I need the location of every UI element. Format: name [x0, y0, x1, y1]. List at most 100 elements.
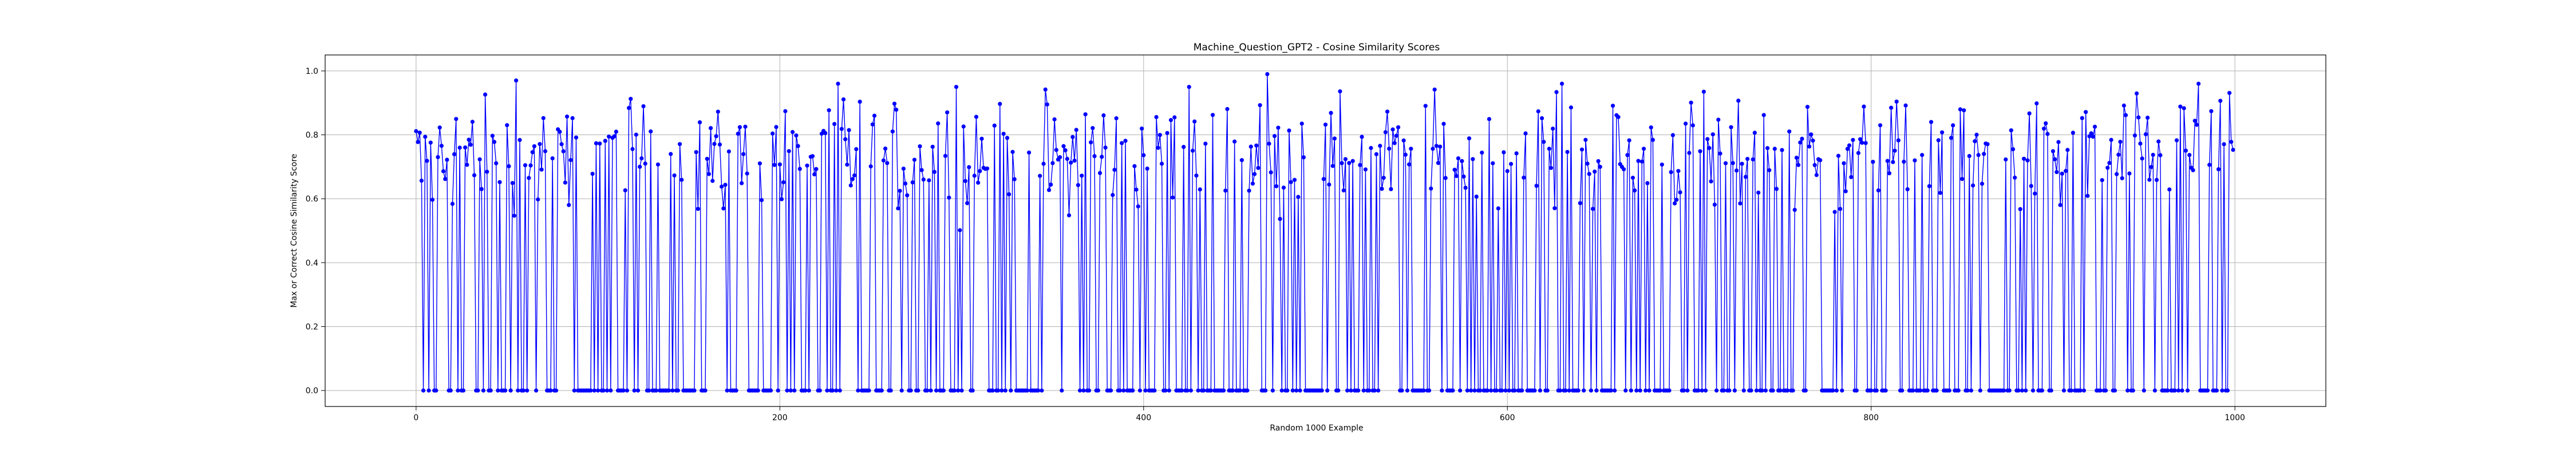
data-point: [783, 109, 788, 113]
data-point: [1323, 123, 1328, 127]
data-point: [1700, 388, 1704, 393]
data-point: [2180, 388, 2184, 393]
data-point: [1502, 150, 1506, 155]
data-point: [2010, 147, 2016, 152]
data-point: [1507, 388, 1511, 393]
data-point: [1703, 388, 1708, 393]
data-point: [1096, 388, 1100, 393]
data-point: [1496, 206, 1500, 211]
data-point: [2142, 388, 2146, 393]
data-point: [970, 388, 975, 393]
data-point: [2136, 115, 2141, 120]
data-point: [505, 123, 509, 128]
data-point: [1167, 388, 1171, 393]
data-point: [934, 388, 939, 393]
data-point: [548, 388, 553, 393]
data-point: [2016, 388, 2021, 393]
data-point: [1111, 193, 1115, 198]
data-point: [1003, 388, 1008, 393]
data-point: [774, 125, 779, 129]
data-point: [1579, 147, 1585, 152]
data-point: [2165, 388, 2170, 393]
data-point: [1647, 388, 1652, 393]
data-point: [1643, 388, 1648, 393]
data-point: [1940, 130, 1945, 135]
data-point: [1583, 137, 1588, 142]
data-point: [1249, 144, 1253, 149]
data-point: [870, 122, 875, 127]
data-point: [771, 131, 775, 136]
data-point: [632, 388, 637, 393]
data-point: [1225, 106, 1230, 112]
data-point: [1407, 162, 1412, 167]
data-point: [1385, 109, 1390, 114]
data-point: [1182, 145, 1186, 149]
data-point: [1198, 187, 1202, 192]
data-point: [1814, 173, 1819, 177]
data-point: [1913, 158, 1917, 163]
data-point: [1378, 144, 1382, 148]
data-point: [1132, 164, 1137, 168]
data-point: [1760, 388, 1764, 393]
data-point: [1301, 155, 1306, 160]
data-point: [2098, 388, 2103, 393]
data-point: [1927, 184, 1931, 188]
data-point: [740, 181, 744, 185]
data-point: [649, 129, 653, 134]
data-point: [2050, 149, 2056, 153]
data-point: [1390, 127, 1395, 132]
data-point: [2207, 163, 2212, 167]
data-point: [959, 388, 964, 393]
data-point: [899, 388, 904, 393]
data-point: [1794, 155, 1799, 160]
data-point: [757, 161, 762, 166]
data-point: [1121, 388, 1126, 393]
data-point: [1947, 388, 1951, 393]
data-point: [1743, 175, 1748, 179]
data-point: [638, 164, 642, 169]
data-point: [2151, 152, 2155, 157]
data-point: [1534, 183, 1539, 188]
data-point: [867, 388, 871, 393]
data-point: [1727, 388, 1732, 393]
data-point: [2069, 388, 2073, 393]
data-point: [1296, 195, 1301, 199]
data-point: [952, 388, 957, 393]
data-point: [1723, 161, 1728, 165]
data-point: [2131, 388, 2135, 393]
data-point: [2078, 388, 2083, 393]
data-point: [1610, 104, 1615, 108]
data-point: [523, 163, 528, 168]
x-tick-label: 400: [1136, 413, 1151, 423]
data-point: [437, 125, 442, 130]
data-point: [1383, 130, 1388, 135]
data-point: [1710, 132, 1715, 137]
data-point: [794, 133, 799, 138]
data-point: [635, 388, 641, 393]
data-point: [421, 388, 426, 393]
data-point: [627, 105, 631, 110]
data-point: [2045, 132, 2050, 136]
data-point: [941, 388, 946, 393]
data-point: [1494, 388, 1499, 393]
data-point: [2118, 140, 2123, 144]
data-point: [1832, 210, 1837, 214]
data-point: [1117, 388, 1123, 393]
y-tick-label: 0.6: [306, 195, 318, 204]
data-point: [2182, 106, 2186, 110]
data-point: [1485, 388, 1490, 393]
data-point: [1069, 160, 1073, 165]
data-point: [2174, 138, 2179, 143]
data-point: [1436, 161, 1441, 165]
data-point: [639, 156, 644, 161]
data-point: [956, 388, 961, 393]
data-point: [2125, 388, 2130, 393]
data-point: [1771, 388, 1775, 393]
data-point: [1143, 388, 1148, 393]
data-point: [2134, 91, 2139, 96]
data-point: [2154, 177, 2159, 182]
x-ticks: 0 200 400 600 800 1000: [413, 406, 2245, 423]
data-point: [797, 167, 802, 171]
data-point: [1860, 140, 1864, 145]
data-point: [1480, 150, 1484, 155]
